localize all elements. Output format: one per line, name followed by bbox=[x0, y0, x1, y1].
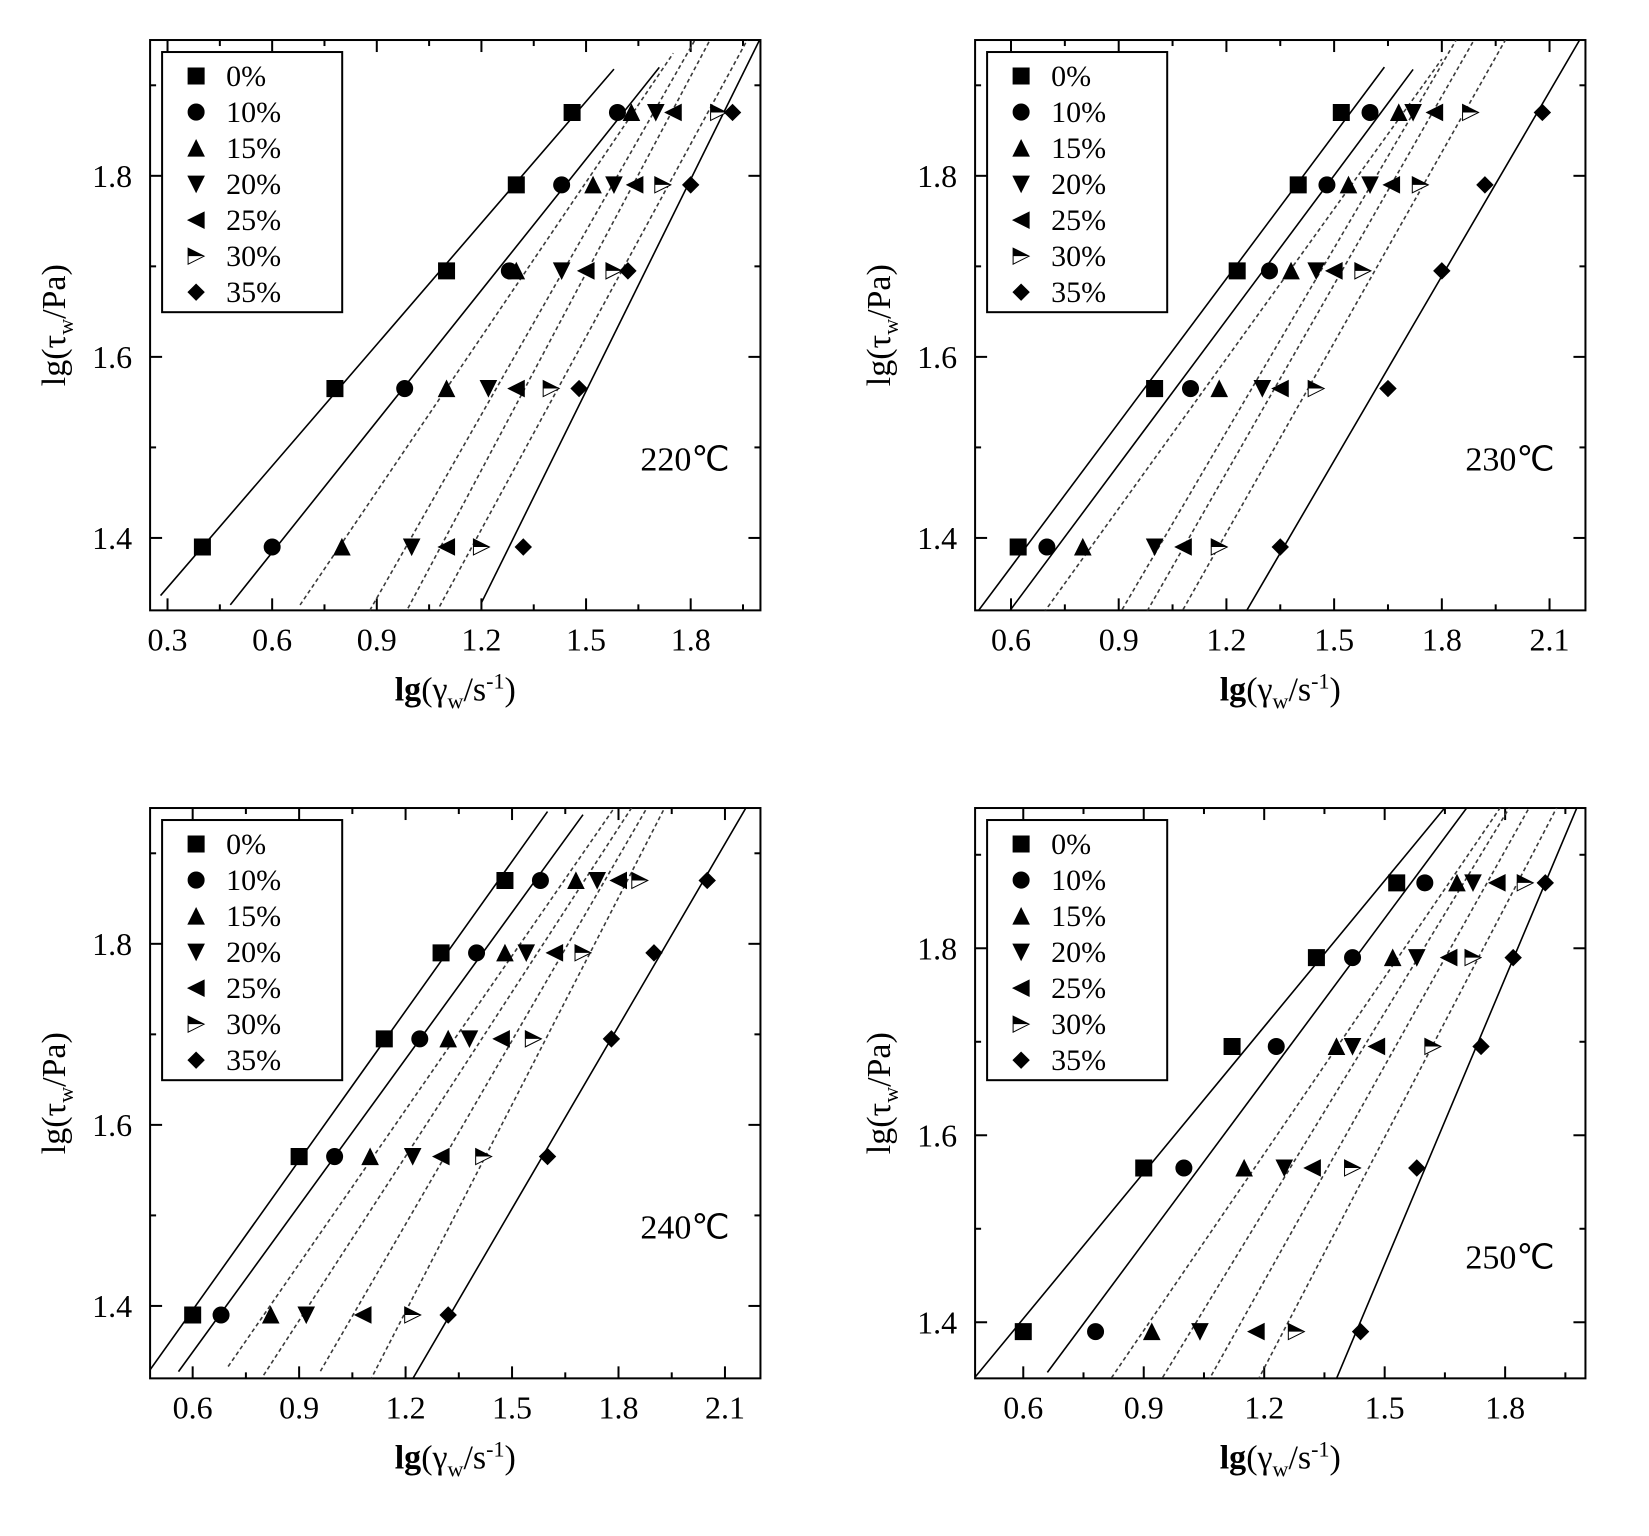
y-axis-label: lg(τw/Pa) bbox=[36, 1032, 78, 1154]
legend-label: 20% bbox=[1051, 168, 1106, 201]
x-tick-label: 0.6 bbox=[173, 1389, 213, 1425]
legend-label: 30% bbox=[1051, 240, 1106, 273]
y-tick-label: 1.6 bbox=[917, 1117, 957, 1153]
fit-line bbox=[1248, 776, 1573, 1399]
x-tick-label: 1.2 bbox=[1206, 621, 1246, 657]
x-tick-label: 0.9 bbox=[1098, 621, 1138, 657]
legend-label: 15% bbox=[1051, 900, 1106, 933]
legend-label: 35% bbox=[226, 1044, 281, 1077]
temperature-label: 240℃ bbox=[640, 1209, 729, 1246]
figure-grid: 0.30.60.91.21.51.81.41.61.80%10%15%20%25… bbox=[0, 0, 1649, 1536]
legend-label: 15% bbox=[226, 132, 281, 165]
x-tick-label: 0.9 bbox=[357, 621, 397, 657]
y-axis-label: lg(τw/Pa) bbox=[861, 264, 903, 386]
legend-label: 0% bbox=[1051, 828, 1091, 861]
x-tick-label: 1.5 bbox=[1364, 1389, 1404, 1425]
x-tick-label: 1.2 bbox=[386, 1389, 426, 1425]
x-tick-label: 0.6 bbox=[252, 621, 292, 657]
x-tick-label: 0.9 bbox=[279, 1389, 319, 1425]
legend-label: 25% bbox=[1051, 204, 1106, 237]
x-axis-label: lg(γw/s-1) bbox=[1219, 1436, 1340, 1481]
legend-label: 30% bbox=[226, 1008, 281, 1041]
legend-label: 0% bbox=[1051, 60, 1091, 93]
panel-230c: 0.6 0.9 1.2 1.5 1.8 2.1 1.4 1.6 1.8 0%10%15%20%25… bbox=[825, 0, 1649, 768]
temperature-label: 220℃ bbox=[640, 441, 729, 478]
y-axis-label: lg(τw/Pa) bbox=[36, 264, 78, 386]
x-tick-label: 1.2 bbox=[1244, 1389, 1284, 1425]
x-tick-label: 1.5 bbox=[566, 621, 606, 657]
x-tick-label: 2.1 bbox=[705, 1389, 745, 1425]
fit-line bbox=[1151, 788, 1520, 1395]
y-tick-label: 1.8 bbox=[92, 926, 132, 962]
x-tick-label: 0.6 bbox=[1003, 1389, 1043, 1425]
x-tick-label: 0.6 bbox=[990, 621, 1030, 657]
legend-label: 10% bbox=[1051, 96, 1106, 129]
fit-line bbox=[320, 783, 661, 1371]
panel-240c: 0.6 0.9 1.2 1.5 1.8 2.1 1.4 1.6 1.8 0%10%15%20%25… bbox=[0, 768, 825, 1536]
panel-220c: 0.3 0.6 0.9 1.2 1.5 1.8 1.4 1.6 1.8 0%10%15%20%25… bbox=[0, 0, 825, 768]
legend-label: 25% bbox=[1051, 972, 1106, 1005]
y-tick-label: 1.8 bbox=[92, 158, 132, 194]
legend-label: 15% bbox=[1051, 132, 1106, 165]
fit-line bbox=[405, 30, 715, 614]
fit-line bbox=[481, 10, 774, 603]
fit-line bbox=[1140, 34, 1477, 624]
legend-label: 10% bbox=[226, 864, 281, 897]
x-tick-label: 1.2 bbox=[461, 621, 501, 657]
legend-label: 35% bbox=[226, 276, 281, 309]
fit-line bbox=[440, 16, 761, 607]
x-tick-label: 1.8 bbox=[1485, 1389, 1525, 1425]
x-axis-label: lg(γw/s-1) bbox=[395, 668, 516, 713]
y-tick-label: 1.8 bbox=[917, 930, 957, 966]
legend-label: 35% bbox=[1051, 276, 1106, 309]
x-tick-label: 0.3 bbox=[148, 621, 188, 657]
x-axis-label: lg(γw/s-1) bbox=[395, 1436, 516, 1481]
y-tick-label: 1.4 bbox=[917, 520, 957, 556]
y-axis-label: lg(τw/Pa) bbox=[861, 1032, 903, 1154]
temperature-label: 230℃ bbox=[1465, 441, 1554, 478]
legend-label: 10% bbox=[226, 96, 281, 129]
fit-line bbox=[1312, 768, 1593, 1435]
fit-line bbox=[1237, 30, 1585, 627]
x-tick-label: 1.8 bbox=[1421, 621, 1461, 657]
temperature-label: 250℃ bbox=[1465, 1239, 1554, 1276]
fit-line bbox=[370, 773, 682, 1380]
legend-label: 25% bbox=[226, 972, 281, 1005]
legend-label: 0% bbox=[226, 828, 266, 861]
y-tick-label: 1.6 bbox=[917, 339, 957, 375]
y-tick-label: 1.8 bbox=[917, 158, 957, 194]
y-tick-label: 1.4 bbox=[92, 520, 132, 556]
legend-label: 20% bbox=[226, 168, 281, 201]
y-tick-label: 1.6 bbox=[92, 1107, 132, 1143]
legend-label: 20% bbox=[1051, 936, 1106, 969]
legend-label: 15% bbox=[226, 900, 281, 933]
legend-label: 0% bbox=[226, 60, 266, 93]
legend-label: 10% bbox=[1051, 864, 1106, 897]
x-tick-label: 0.9 bbox=[1123, 1389, 1163, 1425]
legend-label: 20% bbox=[226, 936, 281, 969]
legend-label: 30% bbox=[1051, 1008, 1106, 1041]
panel-250c: 0.6 0.9 1.2 1.5 1.8 1.4 1.6 1.8 0%10%15%20%25%30… bbox=[825, 768, 1649, 1536]
x-tick-label: 2.1 bbox=[1529, 621, 1569, 657]
x-axis-label: lg(γw/s-1) bbox=[1219, 668, 1340, 713]
x-tick-label: 1.5 bbox=[492, 1389, 532, 1425]
y-tick-label: 1.4 bbox=[917, 1304, 957, 1340]
y-tick-label: 1.4 bbox=[92, 1288, 132, 1324]
legend-label: 35% bbox=[1051, 1044, 1106, 1077]
fit-line bbox=[1207, 779, 1544, 1382]
x-tick-label: 1.5 bbox=[1314, 621, 1354, 657]
fit-line bbox=[370, 35, 698, 610]
legend-label: 25% bbox=[226, 204, 281, 237]
x-tick-label: 1.8 bbox=[599, 1389, 639, 1425]
y-tick-label: 1.6 bbox=[92, 339, 132, 375]
legend-label: 30% bbox=[226, 240, 281, 273]
x-tick-label: 1.8 bbox=[671, 621, 711, 657]
